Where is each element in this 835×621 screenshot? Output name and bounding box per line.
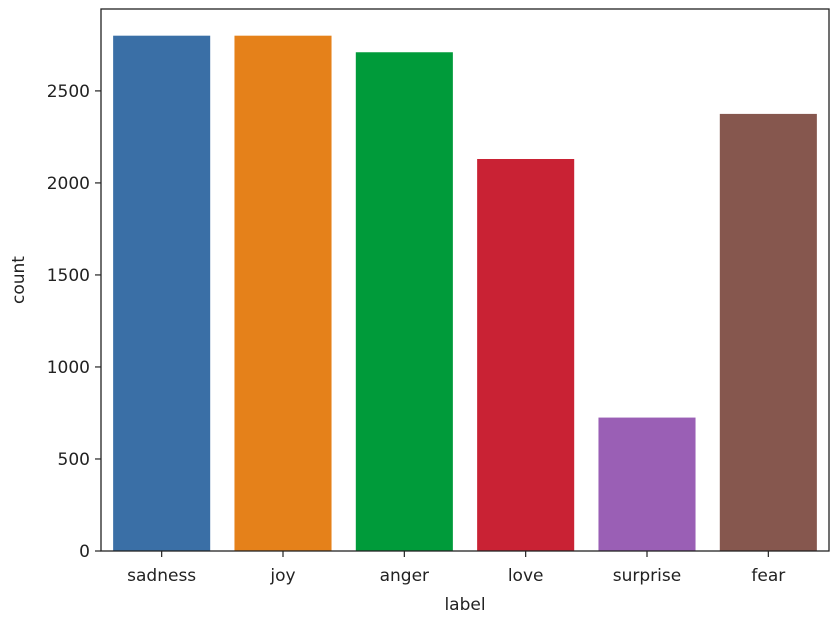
- x-tick-label: anger: [380, 566, 429, 586]
- bars-group: [113, 35, 817, 552]
- plot-frame: [100, 8, 830, 552]
- x-axis-label: label: [444, 595, 485, 615]
- y-tick-label: 1000: [47, 358, 90, 378]
- y-tick-label: 2000: [47, 174, 90, 194]
- y-tick-label: 1500: [47, 266, 90, 286]
- y-axis-label: count: [9, 256, 29, 304]
- x-axis: sadness joy anger love surprise fear: [127, 551, 785, 586]
- bar-fear: [719, 113, 817, 551]
- y-axis: 0 500 1000 1500 2000 2500: [47, 82, 101, 562]
- y-tick-label: 2500: [47, 82, 90, 102]
- x-tick-label: surprise: [613, 566, 681, 586]
- bar-love: [477, 158, 575, 551]
- x-tick-label: fear: [751, 566, 785, 586]
- x-tick-label: joy: [269, 566, 295, 586]
- bar-joy: [234, 35, 332, 551]
- bar-sadness: [113, 35, 211, 551]
- y-tick-label: 500: [58, 450, 90, 470]
- y-tick-label: 0: [79, 542, 90, 562]
- x-tick-label: love: [508, 566, 544, 586]
- bar-surprise: [598, 417, 696, 551]
- x-tick-label: sadness: [127, 566, 196, 586]
- bar-anger: [355, 52, 453, 552]
